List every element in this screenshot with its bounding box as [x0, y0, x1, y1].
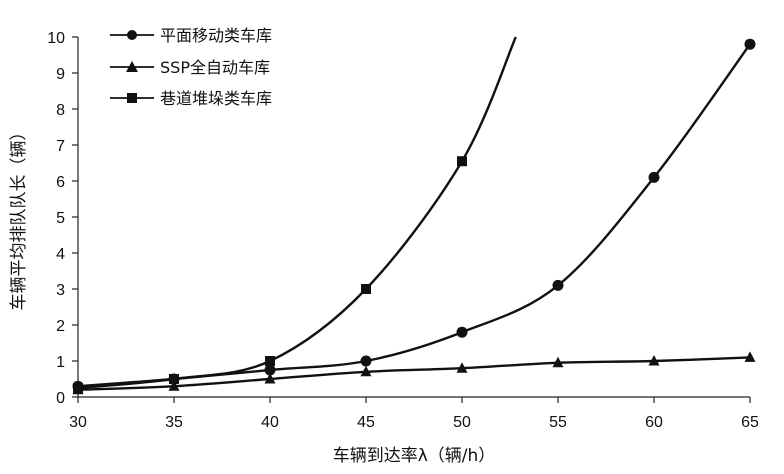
- x-tick-label: 40: [261, 414, 279, 431]
- data-point: [360, 355, 372, 367]
- series-line-1: [78, 356, 751, 391]
- y-axis-title: 车辆平均排队队长（辆）: [9, 124, 29, 311]
- data-point: [744, 351, 756, 362]
- x-tick-label: 50: [453, 414, 471, 431]
- data-point: [457, 156, 467, 167]
- data-point: [264, 364, 276, 376]
- y-tick-label: 0: [56, 390, 65, 407]
- legend-marker-0: [127, 30, 137, 40]
- series-markers: [72, 38, 756, 395]
- data-point: [73, 383, 83, 393]
- data-point: [744, 38, 756, 50]
- data-point: [361, 284, 371, 294]
- legend-label-1: SSP全自动车库: [160, 58, 270, 77]
- legend-marker-1: [126, 61, 138, 72]
- y-tick-label: 2: [56, 318, 65, 335]
- data-point: [169, 374, 179, 384]
- y-tick-label: 8: [56, 102, 65, 119]
- x-tick-label: 30: [69, 414, 87, 431]
- y-tick-label: 10: [47, 30, 65, 47]
- x-tick-label: 65: [741, 414, 759, 431]
- data-point: [360, 365, 372, 377]
- legend-label-2: 巷道堆垛类车库: [160, 89, 272, 108]
- y-tick-label: 5: [56, 210, 65, 227]
- y-tick-label: 7: [56, 138, 65, 155]
- data-point: [168, 380, 180, 391]
- x-ticks: 30 35 40 45 50 55 60 65: [69, 397, 759, 431]
- legend-marker-2: [127, 93, 137, 103]
- data-point: [456, 362, 468, 373]
- legend: 平面移动类车库 SSP全自动车库 巷道堆垛类车库: [110, 26, 272, 108]
- y-tick-label: 3: [56, 282, 65, 299]
- data-point: [265, 356, 275, 366]
- legend-label-0: 平面移动类车库: [160, 26, 272, 45]
- y-tick-label: 6: [56, 174, 65, 191]
- y-tick-label: 9: [56, 66, 65, 83]
- data-point: [552, 356, 564, 368]
- data-point: [552, 279, 564, 291]
- x-tick-label: 60: [645, 414, 663, 431]
- y-ticks: 0 1 2 3 4 5 6 7 8 9 10: [47, 30, 78, 407]
- data-point: [456, 326, 468, 338]
- data-point: [648, 355, 660, 366]
- data-point: [264, 373, 276, 384]
- x-tick-label: 35: [165, 414, 183, 431]
- series-line-2: [78, 36, 517, 390]
- y-tick-label: 4: [56, 246, 65, 263]
- data-point: [648, 171, 660, 183]
- y-tick-label: 1: [56, 354, 65, 371]
- x-tick-label: 45: [357, 414, 375, 431]
- x-tick-label: 55: [549, 414, 567, 431]
- x-axis-title: 车辆到达率λ（辆/h）: [333, 446, 496, 466]
